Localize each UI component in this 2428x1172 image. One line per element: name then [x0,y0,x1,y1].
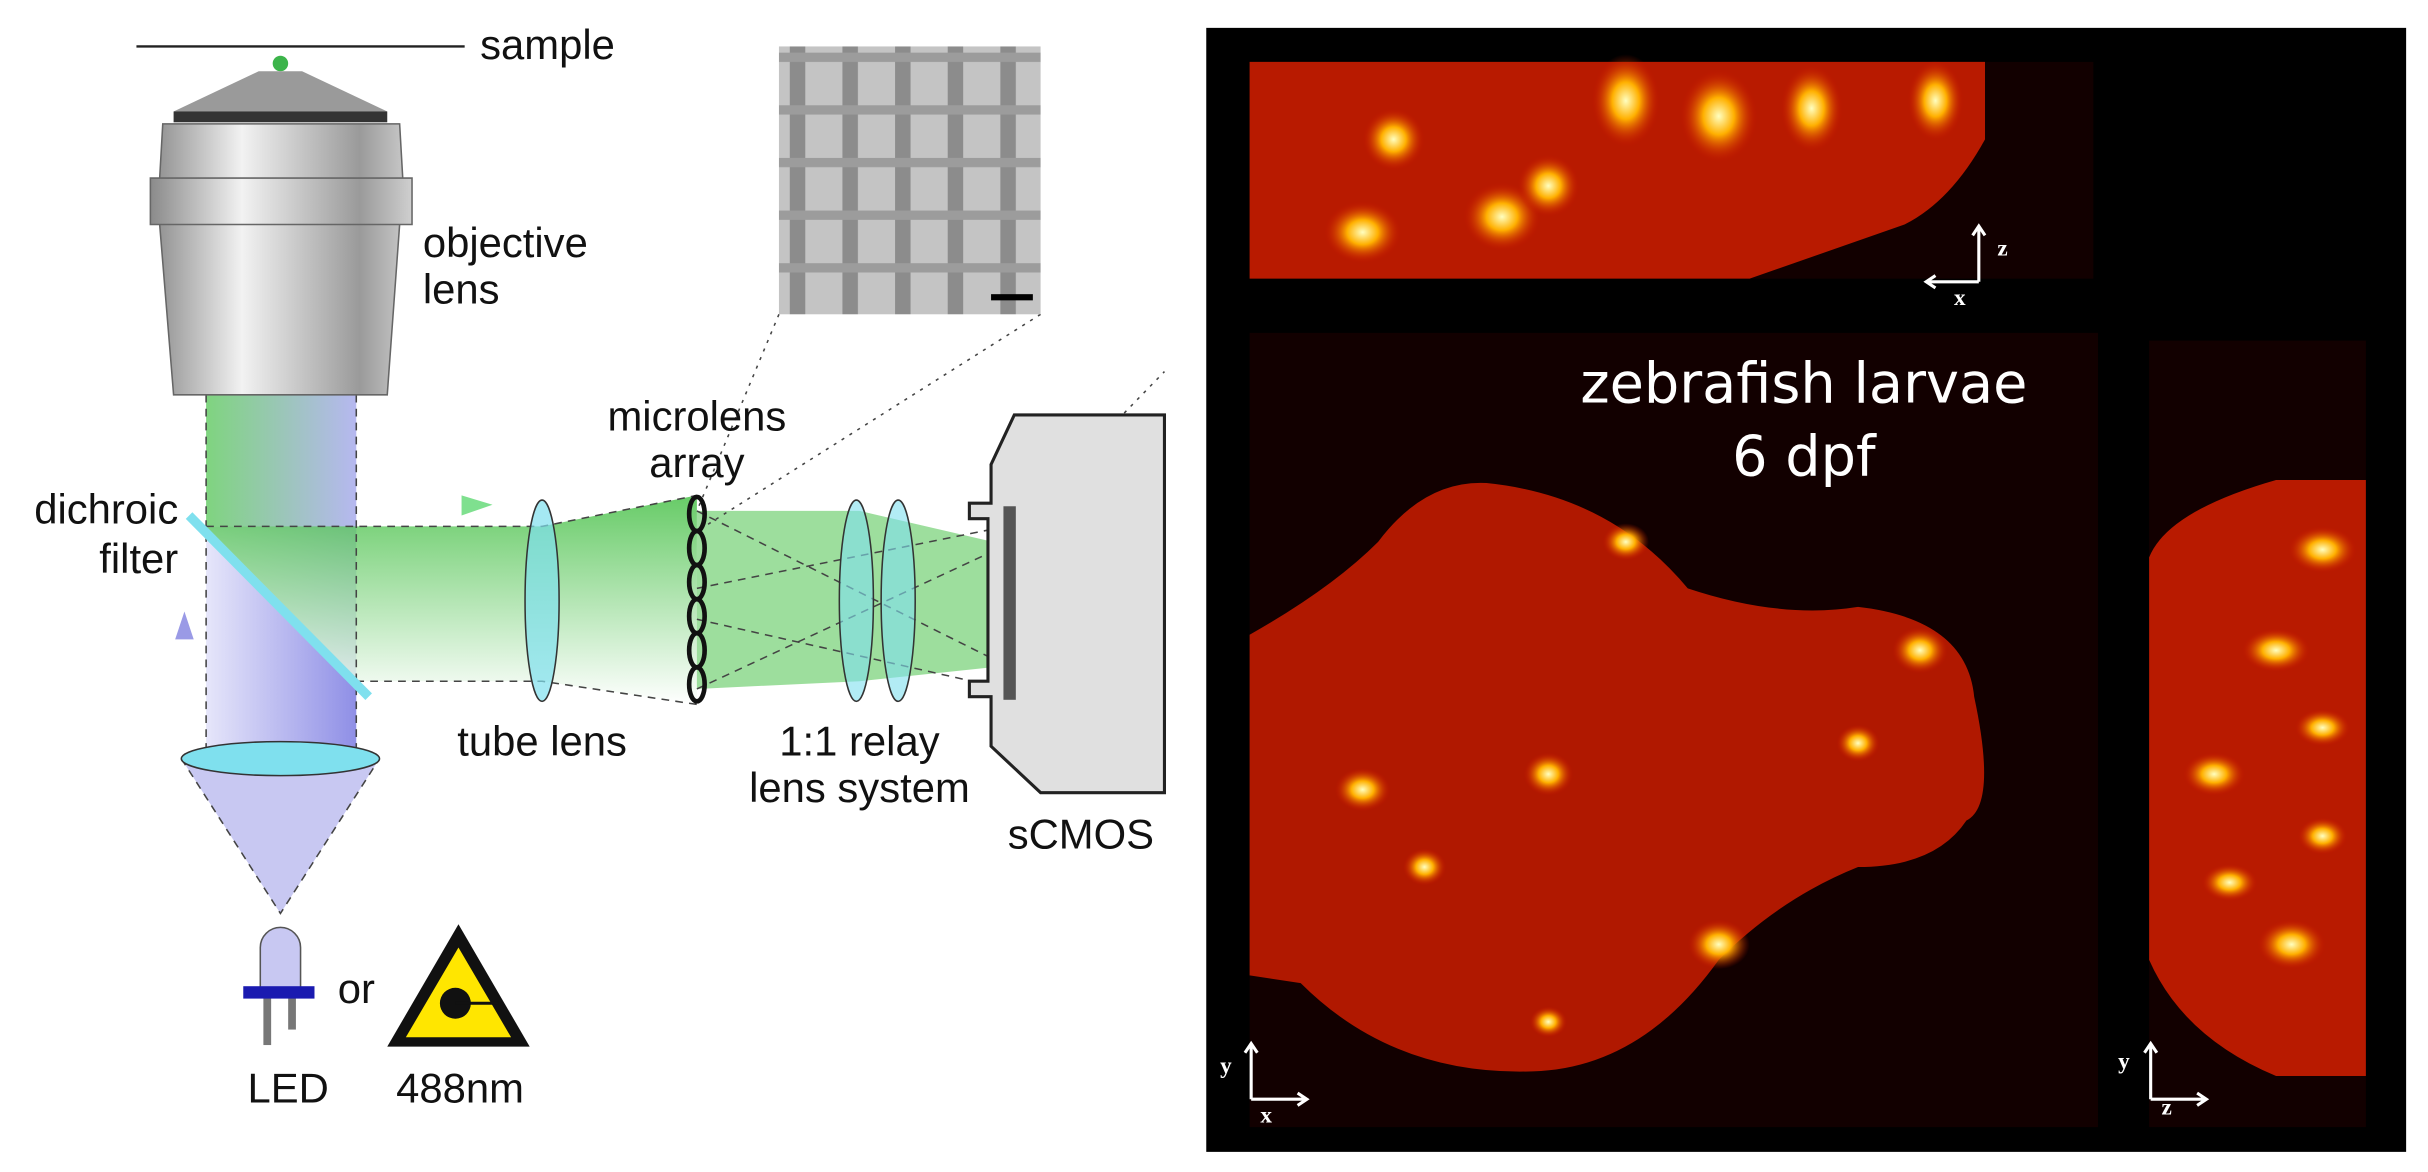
objective-ring [173,111,388,123]
laser-label: 488nm [396,1064,524,1111]
arrow [175,611,194,640]
relay-lens [838,499,875,703]
or-label: or [338,965,375,1012]
sample-label: sample [480,21,615,68]
yz-hotspots [2183,526,2357,970]
xy-projection [1249,482,1985,1072]
tube-lens [524,499,560,703]
xy-hotspots [1334,523,1948,1038]
objective-cone [173,71,388,112]
microlens-inset [778,46,1041,315]
led-cone [181,758,380,914]
sensor [1003,506,1016,700]
relay-label: lens system [749,764,970,811]
axis-label: x [1260,1102,1272,1128]
camera-label: sCMOS [1008,810,1154,857]
image-title: zebrafish larvae [1580,352,2027,417]
microlens-label: microlens [607,392,786,439]
microlens-array [686,494,707,704]
relay-label: 1:1 relay [779,718,939,765]
arrow [461,495,493,516]
axis-label: y [1220,1053,1232,1079]
laser-icon [387,924,530,1047]
sample-dot [272,55,289,72]
condenser-lens [180,740,381,777]
dichroic-label: dichroic [34,485,178,532]
scale-bar [991,294,1033,301]
camera [967,413,1167,795]
xz-hotspots [1323,54,1964,264]
dichroic-filter [185,512,372,700]
axis-label: x [1954,285,1966,311]
image-title: 6 dpf [1732,424,1877,489]
led-label: LED [248,1064,329,1111]
microlens-label: array [649,439,744,486]
relay-lens [880,499,916,703]
objective-body [149,123,413,396]
axis-label: y [2118,1048,2130,1074]
tube-lens-label: tube lens [457,718,627,765]
axis-arrows [1243,223,2210,1107]
axis-label: z [1997,235,2007,261]
led-icon [243,926,315,1046]
emission-beam [206,394,357,535]
axis-label: z [2162,1095,2172,1121]
objective-label: lens [423,265,500,312]
objective-label: objective [423,219,588,266]
dichroic-label: filter [99,535,178,582]
